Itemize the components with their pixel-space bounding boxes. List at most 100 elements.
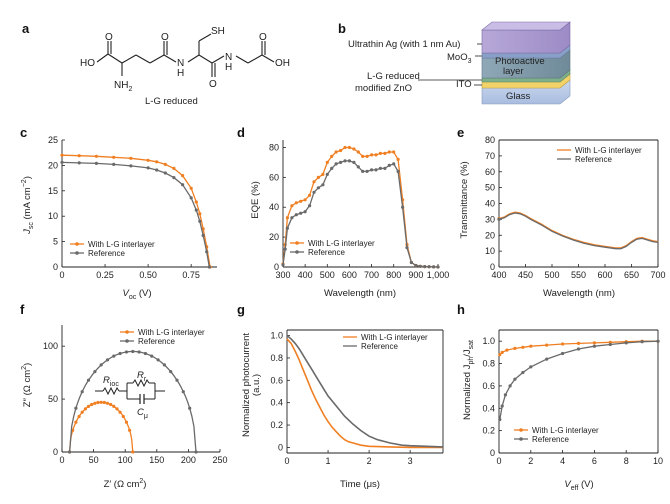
data-point-ref — [418, 264, 422, 268]
panel-f-letter: f — [20, 302, 25, 317]
circuit-parallel — [126, 382, 165, 400]
data-point-with — [118, 410, 122, 414]
data-point-with — [343, 145, 347, 150]
atom-ho-left: HO — [80, 58, 95, 69]
data-point-ref — [60, 160, 64, 164]
data-point-with — [387, 150, 391, 154]
x-tick-label: 3 — [408, 456, 413, 466]
data-point-ref — [112, 162, 116, 166]
data-point-ref — [374, 168, 378, 172]
y-tick-label: 80 — [485, 135, 495, 145]
series-line-ref — [498, 212, 659, 250]
data-point-ref — [352, 160, 356, 164]
data-point-ref — [290, 216, 294, 220]
layer-label-zno-1: L-G reduced — [367, 71, 420, 82]
y-tick-label: 0 — [278, 442, 283, 452]
series-line-ref — [499, 340, 659, 420]
data-point-with — [500, 350, 504, 354]
data-point-ref — [405, 246, 409, 250]
panel-e-letter: e — [457, 125, 464, 140]
data-point-ref — [118, 351, 122, 356]
data-point-with — [308, 193, 312, 197]
data-point-ref — [529, 365, 533, 369]
data-point-ref — [86, 378, 91, 382]
data-point-ref — [201, 233, 205, 238]
data-point-ref — [308, 204, 312, 208]
data-point-with — [294, 201, 298, 205]
data-point-with — [290, 204, 294, 208]
y-tick-label: 20 — [485, 230, 495, 240]
data-point-with — [356, 150, 360, 154]
series-line-ref — [282, 160, 439, 268]
data-point-ref — [521, 370, 525, 375]
panel-b-letter: b — [338, 21, 346, 36]
data-point-ref — [414, 263, 418, 268]
data-point-ref — [143, 351, 147, 356]
data-point-ref — [339, 160, 343, 164]
data-point-with — [383, 151, 387, 155]
legend-marker-with — [125, 330, 129, 334]
x-tick-label: 200 — [181, 455, 196, 465]
data-point-with — [124, 420, 129, 424]
data-point-ref — [74, 406, 78, 410]
device-stack — [481, 21, 571, 105]
data-point-with — [312, 180, 316, 184]
y-tick-label: 20 — [269, 232, 279, 242]
data-point-ref — [500, 404, 504, 408]
data-point-ref — [432, 265, 436, 269]
data-point-ref — [497, 217, 501, 221]
data-point-with — [112, 155, 116, 159]
x-tick-label: 50 — [89, 455, 99, 465]
y-tick-label: 40 — [269, 202, 279, 212]
data-point-with — [80, 410, 84, 414]
data-point-ref — [356, 165, 360, 169]
legend-label-with: With L-G interlayer — [532, 426, 599, 435]
data-point-ref — [361, 169, 365, 173]
circuit-capacitor — [139, 394, 145, 404]
atom-n2: N — [225, 52, 232, 63]
data-point-ref — [330, 166, 334, 170]
data-point-ref — [175, 378, 179, 382]
legend-label-with: With L-G interlayer — [88, 240, 155, 249]
legend-marker-with — [295, 241, 299, 245]
data-point-ref — [503, 393, 507, 397]
legend-label-ref: Reference — [308, 248, 345, 257]
x-tick-label: 8 — [624, 456, 629, 466]
panel-h-ylabel: Normalized Jph/Jsat — [462, 340, 475, 420]
data-point-with — [115, 407, 119, 411]
legend-label-ref: Reference — [138, 337, 175, 346]
data-point-with — [352, 147, 356, 151]
data-point-with — [96, 400, 100, 405]
atom-h1: H — [177, 68, 184, 79]
data-point-ref — [325, 172, 329, 176]
plot-c: 0 0.25 0.50 0.75 0 5 10 15 20 25 With L-G interlay… — [48, 135, 217, 280]
atom-nh2: NH2 — [114, 80, 132, 93]
data-point-ref — [303, 210, 307, 214]
data-point-ref — [169, 370, 173, 374]
data-point-ref — [146, 166, 150, 170]
data-point-ref — [383, 166, 387, 170]
panel-f-xlabel: Z′ (Ω cm2) — [104, 478, 147, 490]
panel-g-letter: g — [237, 302, 245, 317]
data-point-with — [365, 154, 369, 158]
series-line-with — [68, 401, 134, 453]
data-point-ref — [378, 166, 382, 170]
layer-label-glass: Glass — [506, 91, 531, 102]
panel-e-xlabel: Wavelength (nm) — [543, 288, 615, 299]
panel-b: b Ultrathin Ag (with 1 nm Au) MoO3 Photo… — [338, 21, 571, 105]
data-point-ref — [312, 190, 316, 194]
data-point-with — [330, 154, 334, 158]
y-tick-label: 25 — [48, 135, 58, 145]
y-tick-label: 50 — [485, 183, 495, 193]
data-point-ref — [68, 450, 72, 454]
data-point-with — [325, 160, 329, 164]
data-point-ref — [189, 196, 193, 200]
data-point-ref — [129, 164, 133, 168]
x-tick-label: 500 — [320, 270, 335, 280]
data-point-ref — [181, 183, 185, 187]
data-point-ref — [131, 349, 135, 354]
data-point-ref — [172, 176, 176, 180]
panel-h-xlabel: Veff (V) — [564, 479, 593, 492]
circuit-resistor-1 — [102, 386, 120, 396]
data-point-with — [77, 414, 81, 419]
